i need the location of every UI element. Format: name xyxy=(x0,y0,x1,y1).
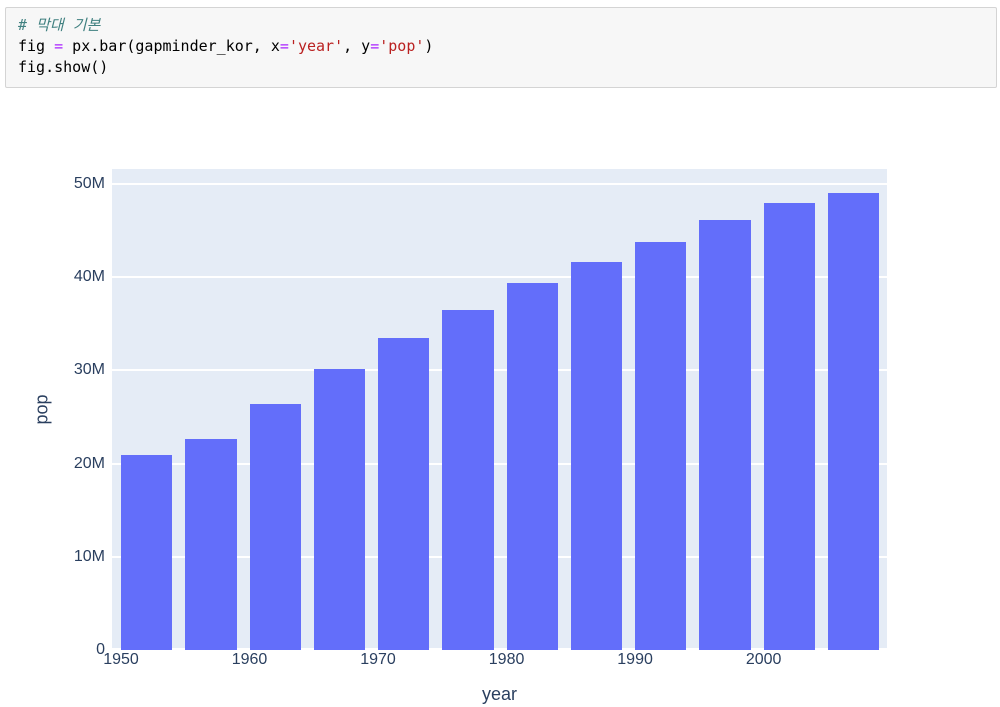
code-token-plain: px.bar(gapminder_kor, x xyxy=(63,37,280,55)
bar-1957[interactable] xyxy=(185,439,237,650)
code-line: fig.show() xyxy=(18,57,996,78)
bar-1987[interactable] xyxy=(570,262,623,650)
x-tick-label-2000: 2000 xyxy=(745,651,782,668)
gridline xyxy=(112,555,887,558)
bar-1982[interactable] xyxy=(506,283,558,650)
zero-line xyxy=(112,648,887,650)
bar-1997[interactable] xyxy=(699,219,751,650)
bar-1962[interactable] xyxy=(249,403,301,650)
gridline xyxy=(112,462,887,465)
bar-1992[interactable] xyxy=(635,241,687,650)
bar-1972[interactable] xyxy=(378,337,430,650)
code-cell[interactable]: # 막대 기본 fig = px.bar(gapminder_kor, x='ye… xyxy=(5,7,997,88)
code-token-plain: fig xyxy=(18,37,55,55)
y-tick-label-10M: 10M xyxy=(73,547,105,565)
code-token-string: 'year' xyxy=(288,37,344,55)
y-tick-label-50M: 50M xyxy=(73,174,105,192)
gridline xyxy=(112,369,887,372)
y-tick-label-40M: 40M xyxy=(73,268,105,286)
x-tick-label-1980: 1980 xyxy=(488,651,525,668)
code-token-operator: = xyxy=(54,37,64,55)
y-axis-title-text: pop xyxy=(31,394,52,425)
x-tick-label-1990: 1990 xyxy=(617,651,653,668)
gridline xyxy=(112,276,887,279)
code-token-plain: fig.show() xyxy=(18,58,109,76)
bar-2002[interactable] xyxy=(763,202,816,650)
bar-1952[interactable] xyxy=(120,454,173,650)
y-tick-label-20M: 20M xyxy=(73,454,105,472)
x-tick-label-1970: 1970 xyxy=(360,651,396,668)
x-tick-label-1950: 1950 xyxy=(103,651,139,668)
code-token-string: 'pop' xyxy=(379,37,425,55)
plot-area[interactable] xyxy=(112,169,887,650)
y-axis-title: pop xyxy=(24,169,60,650)
y-tick-label-0: 0 xyxy=(96,641,105,658)
code-token-operator: = xyxy=(279,37,289,55)
bar-1977[interactable] xyxy=(442,310,494,650)
bar-1967[interactable] xyxy=(313,369,366,650)
code-token-plain: , y xyxy=(343,37,371,55)
y-tick-label-30M: 30M xyxy=(73,361,105,379)
code-line: # 막대 기본 xyxy=(18,15,996,36)
code-token-comment: # 막대 기본 xyxy=(18,16,101,34)
bar-2007[interactable] xyxy=(827,192,880,650)
x-axis-title: year xyxy=(481,684,517,704)
code-token-plain: ) xyxy=(424,37,434,55)
gridline xyxy=(112,182,887,185)
x-tick-label-1960: 1960 xyxy=(231,651,268,668)
code-token-operator: = xyxy=(370,37,380,55)
code-line: fig = px.bar(gapminder_kor, x='year', y=… xyxy=(18,36,996,57)
